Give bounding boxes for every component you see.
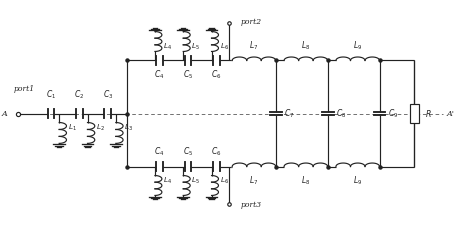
Text: $C_6$: $C_6$ [211, 146, 221, 158]
Text: $C_4$: $C_4$ [155, 69, 165, 81]
Text: $L_8$: $L_8$ [301, 39, 310, 52]
Text: $C_1$: $C_1$ [46, 88, 56, 101]
Text: $L_4$: $L_4$ [163, 175, 172, 186]
Text: $L_6$: $L_6$ [219, 175, 228, 186]
Text: $L_4$: $L_4$ [163, 41, 172, 52]
Text: $L_5$: $L_5$ [191, 175, 200, 186]
Text: $L_1$: $L_1$ [68, 123, 77, 133]
Text: $C_5$: $C_5$ [183, 69, 193, 81]
Text: $L_7$: $L_7$ [249, 39, 259, 52]
Text: $R$: $R$ [425, 108, 431, 119]
Text: port2: port2 [241, 18, 262, 26]
Text: port1: port1 [14, 85, 35, 93]
Text: $L_9$: $L_9$ [353, 175, 363, 188]
Bar [410, 104, 419, 123]
Text: $C_6$: $C_6$ [211, 69, 221, 81]
Text: $C_9$: $C_9$ [388, 107, 398, 120]
Text: $C_3$: $C_3$ [102, 88, 113, 101]
Text: $C_4$: $C_4$ [155, 146, 165, 158]
Text: A': A' [447, 109, 455, 118]
Text: $L_9$: $L_9$ [353, 39, 363, 52]
Text: A: A [2, 109, 8, 118]
Text: port3: port3 [241, 201, 262, 209]
Text: $L_3$: $L_3$ [124, 123, 133, 133]
Text: $C_2$: $C_2$ [74, 88, 84, 101]
Text: $C_7$: $C_7$ [284, 107, 295, 120]
Text: $L_7$: $L_7$ [249, 175, 259, 188]
Text: $C_5$: $C_5$ [183, 146, 193, 158]
Text: $L_2$: $L_2$ [96, 123, 105, 133]
Text: $L_6$: $L_6$ [219, 41, 228, 52]
Text: $C_8$: $C_8$ [336, 107, 346, 120]
Text: $L_5$: $L_5$ [191, 41, 200, 52]
Text: $L_8$: $L_8$ [301, 175, 310, 188]
